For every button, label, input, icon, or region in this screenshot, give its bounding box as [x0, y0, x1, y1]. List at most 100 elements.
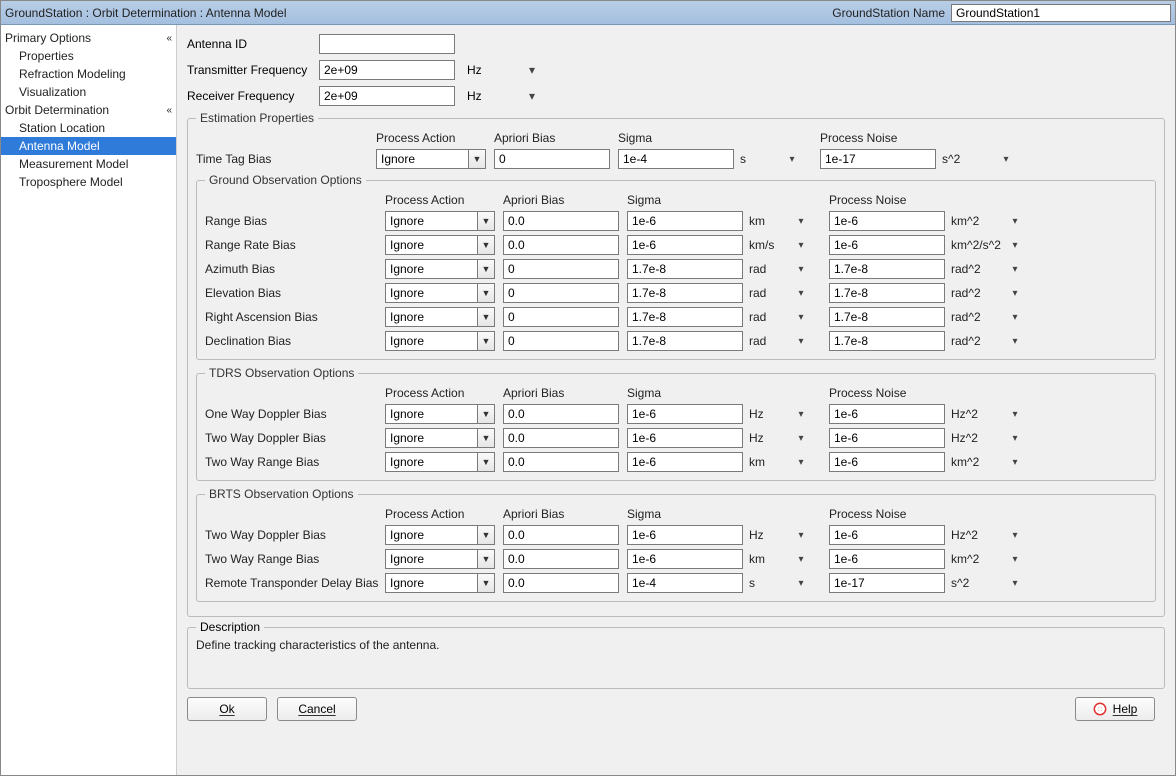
rx-freq-unit-dropdown[interactable]: ▾	[525, 89, 539, 103]
tdrs-row-1-apriori-input[interactable]	[503, 428, 619, 448]
time-tag-bias-noise-unit-dropdown[interactable]: ▾	[996, 154, 1016, 165]
ground-row-3-process-action[interactable]: ▼	[385, 283, 495, 303]
cancel-button[interactable]: Cancel	[277, 697, 357, 721]
ground-row-5-noise-unit-dropdown[interactable]: ▾	[1005, 336, 1025, 347]
time-tag-bias-noise-input[interactable]	[820, 149, 936, 169]
ground-row-4-noise-input[interactable]	[829, 307, 945, 327]
ground-row-1-noise-input[interactable]	[829, 235, 945, 255]
tdrs-row-2-apriori-input[interactable]	[503, 452, 619, 472]
ground-row-2-process-action[interactable]: ▼	[385, 259, 495, 279]
ground-row-4-apriori-input[interactable]	[503, 307, 619, 327]
tdrs-row-0-noise-input[interactable]	[829, 404, 945, 424]
tdrs-row-1-process-action[interactable]: ▼	[385, 428, 495, 448]
brts-row-0-noise-input[interactable]	[829, 525, 945, 545]
dropdown-button-icon[interactable]: ▼	[477, 307, 495, 327]
time-tag-bias-sigma-unit-dropdown[interactable]: ▾	[782, 154, 802, 165]
sidebar-item[interactable]: Measurement Model	[1, 155, 176, 173]
time-tag-bias-sigma-input[interactable]	[618, 149, 734, 169]
brts-row-1-process-action[interactable]: ▼	[385, 549, 495, 569]
ground-row-0-sigma-unit-dropdown[interactable]: ▾	[791, 216, 811, 227]
ground-row-0-process-action[interactable]: ▼	[385, 211, 495, 231]
ground-row-4-sigma-unit-dropdown[interactable]: ▾	[791, 312, 811, 323]
ground-row-2-apriori-input[interactable]	[503, 259, 619, 279]
dropdown-button-icon[interactable]: ▼	[477, 525, 495, 545]
time-tag-bias-process-action[interactable]: ▼	[376, 149, 486, 169]
ground-row-1-process-action[interactable]: ▼	[385, 235, 495, 255]
tdrs-row-1-noise-input[interactable]	[829, 428, 945, 448]
ground-row-3-sigma-input[interactable]	[627, 283, 743, 303]
tx-freq-input[interactable]	[319, 60, 455, 80]
ground-row-4-noise-unit-dropdown[interactable]: ▾	[1005, 312, 1025, 323]
ground-row-2-noise-unit-dropdown[interactable]: ▾	[1005, 264, 1025, 275]
dropdown-button-icon[interactable]: ▼	[477, 428, 495, 448]
tdrs-row-0-apriori-input[interactable]	[503, 404, 619, 424]
ground-row-2-noise-input[interactable]	[829, 259, 945, 279]
brts-row-1-sigma-unit-dropdown[interactable]: ▾	[791, 554, 811, 565]
ok-button[interactable]: Ok	[187, 697, 267, 721]
groundstation-name-input[interactable]	[951, 4, 1171, 22]
brts-row-2-sigma-input[interactable]	[627, 573, 743, 593]
brts-row-0-noise-unit-dropdown[interactable]: ▾	[1005, 530, 1025, 541]
tdrs-row-2-sigma-unit-dropdown[interactable]: ▾	[791, 457, 811, 468]
ground-row-4-sigma-input[interactable]	[627, 307, 743, 327]
brts-row-2-sigma-unit-dropdown[interactable]: ▾	[791, 578, 811, 589]
ground-row-3-apriori-input[interactable]	[503, 283, 619, 303]
tdrs-row-2-noise-input[interactable]	[829, 452, 945, 472]
dropdown-button-icon[interactable]: ▼	[477, 549, 495, 569]
brts-row-0-process-action[interactable]: ▼	[385, 525, 495, 545]
ground-row-0-noise-input[interactable]	[829, 211, 945, 231]
dropdown-button-icon[interactable]: ▼	[477, 259, 495, 279]
ground-row-3-sigma-unit-dropdown[interactable]: ▾	[791, 288, 811, 299]
tdrs-row-1-noise-unit-dropdown[interactable]: ▾	[1005, 433, 1025, 444]
dropdown-button-icon[interactable]: ▼	[477, 211, 495, 231]
ground-row-1-sigma-unit-dropdown[interactable]: ▾	[791, 240, 811, 251]
brts-row-1-apriori-input[interactable]	[503, 549, 619, 569]
brts-row-2-noise-input[interactable]	[829, 573, 945, 593]
ground-row-5-apriori-input[interactable]	[503, 331, 619, 351]
ground-row-2-sigma-input[interactable]	[627, 259, 743, 279]
brts-row-0-sigma-unit-dropdown[interactable]: ▾	[791, 530, 811, 541]
tdrs-row-0-sigma-unit-dropdown[interactable]: ▾	[791, 409, 811, 420]
ground-row-3-noise-input[interactable]	[829, 283, 945, 303]
sidebar-group[interactable]: Primary Options«	[1, 29, 176, 47]
ground-row-5-process-action[interactable]: ▼	[385, 331, 495, 351]
brts-row-2-apriori-input[interactable]	[503, 573, 619, 593]
sidebar-item[interactable]: Properties	[1, 47, 176, 65]
sidebar-group[interactable]: Orbit Determination«	[1, 101, 176, 119]
tdrs-row-0-sigma-input[interactable]	[627, 404, 743, 424]
ground-row-0-sigma-input[interactable]	[627, 211, 743, 231]
dropdown-button-icon[interactable]: ▼	[477, 283, 495, 303]
ground-row-2-sigma-unit-dropdown[interactable]: ▾	[791, 264, 811, 275]
ground-row-5-sigma-unit-dropdown[interactable]: ▾	[791, 336, 811, 347]
brts-row-1-noise-input[interactable]	[829, 549, 945, 569]
ground-row-3-noise-unit-dropdown[interactable]: ▾	[1005, 288, 1025, 299]
ground-row-0-apriori-input[interactable]	[503, 211, 619, 231]
tx-freq-unit-dropdown[interactable]: ▾	[525, 63, 539, 77]
brts-row-1-sigma-input[interactable]	[627, 549, 743, 569]
antenna-id-input[interactable]	[319, 34, 455, 54]
sidebar-item[interactable]: Visualization	[1, 83, 176, 101]
dropdown-button-icon[interactable]: ▼	[477, 452, 495, 472]
ground-row-0-noise-unit-dropdown[interactable]: ▾	[1005, 216, 1025, 227]
help-button[interactable]: Help	[1075, 697, 1155, 721]
dropdown-button-icon[interactable]: ▼	[477, 404, 495, 424]
brts-row-2-process-action[interactable]: ▼	[385, 573, 495, 593]
ground-row-1-apriori-input[interactable]	[503, 235, 619, 255]
dropdown-button-icon[interactable]: ▼	[477, 331, 495, 351]
tdrs-row-2-process-action[interactable]: ▼	[385, 452, 495, 472]
ground-row-1-noise-unit-dropdown[interactable]: ▾	[1005, 240, 1025, 251]
dropdown-button-icon[interactable]: ▼	[468, 149, 486, 169]
sidebar-item[interactable]: Troposphere Model	[1, 173, 176, 191]
tdrs-row-2-sigma-input[interactable]	[627, 452, 743, 472]
sidebar-item[interactable]: Refraction Modeling	[1, 65, 176, 83]
tdrs-row-0-noise-unit-dropdown[interactable]: ▾	[1005, 409, 1025, 420]
dropdown-button-icon[interactable]: ▼	[477, 573, 495, 593]
sidebar-item[interactable]: Antenna Model	[1, 137, 176, 155]
brts-row-0-apriori-input[interactable]	[503, 525, 619, 545]
tdrs-row-0-process-action[interactable]: ▼	[385, 404, 495, 424]
brts-row-2-noise-unit-dropdown[interactable]: ▾	[1005, 578, 1025, 589]
ground-row-5-noise-input[interactable]	[829, 331, 945, 351]
tdrs-row-1-sigma-input[interactable]	[627, 428, 743, 448]
dropdown-button-icon[interactable]: ▼	[477, 235, 495, 255]
ground-row-4-process-action[interactable]: ▼	[385, 307, 495, 327]
